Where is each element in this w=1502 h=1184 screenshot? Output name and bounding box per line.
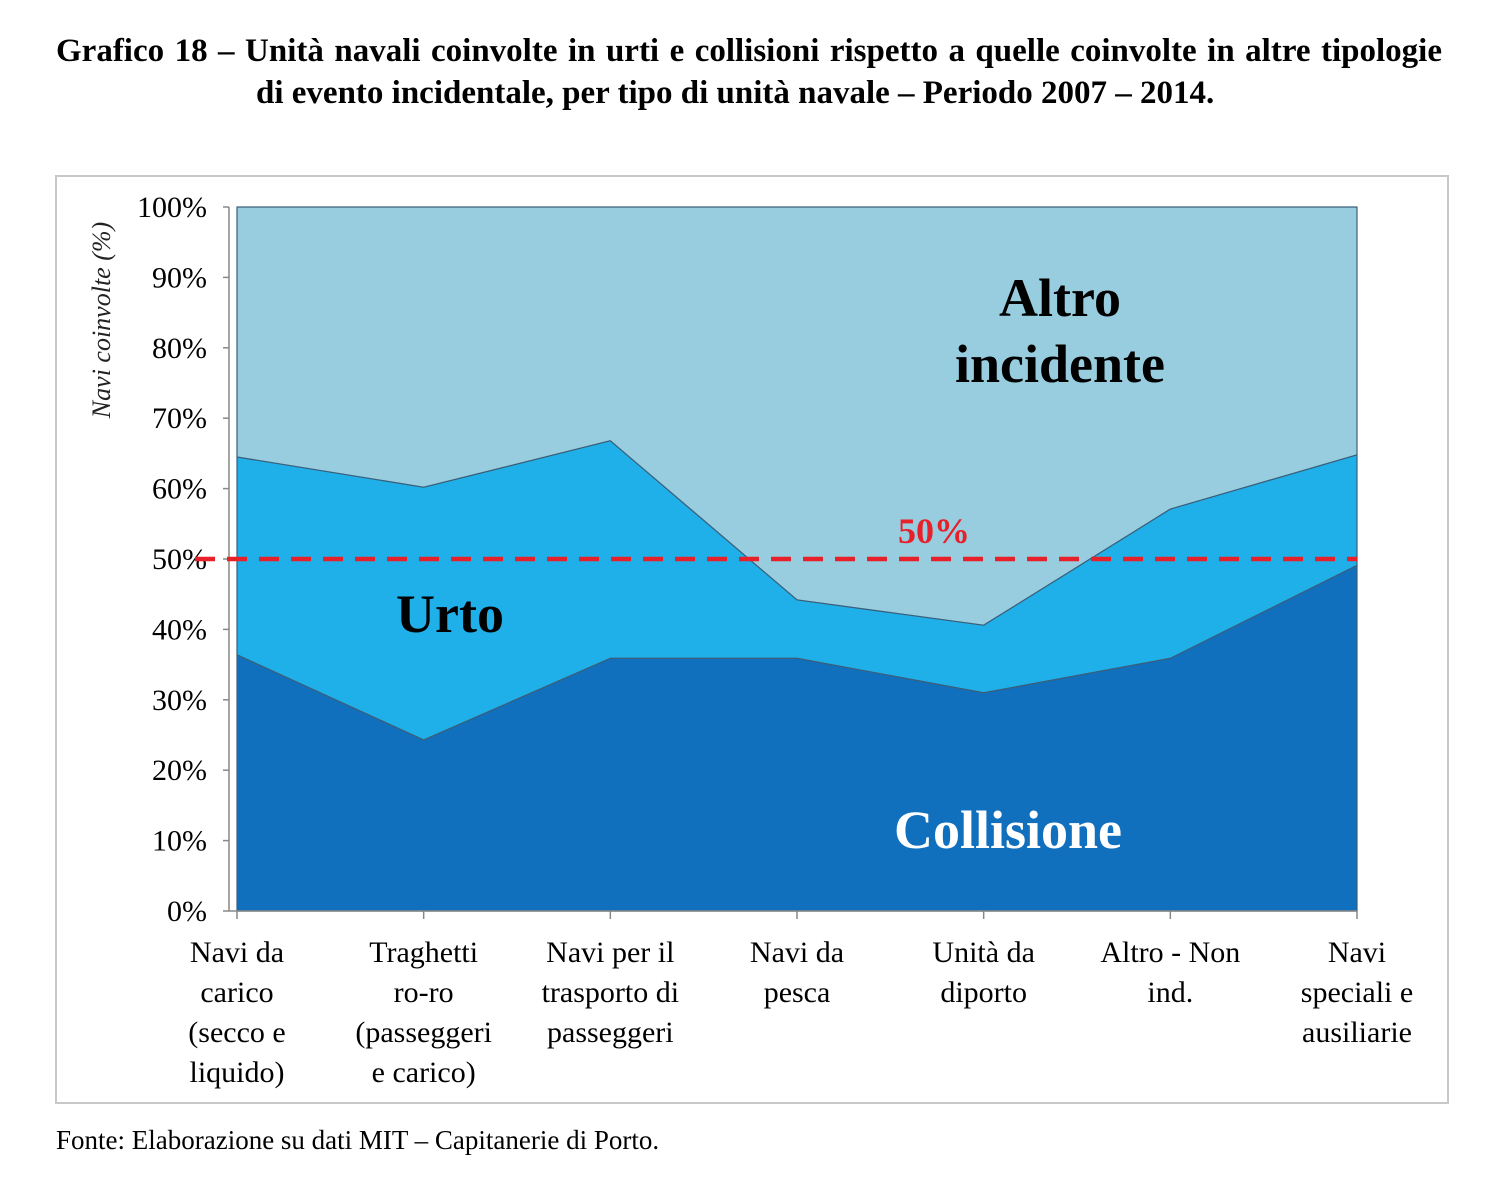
x-tick-label: Traghetti ro-ro (passeggeri e carico): [355, 936, 492, 1089]
x-tick-label-line: (secco e: [188, 1016, 285, 1049]
reference-line-label: 50%: [898, 511, 970, 551]
y-tick-label: 10%: [152, 825, 207, 858]
series-label-urto: Urto: [396, 584, 504, 644]
x-tick-label-line: ro-ro: [394, 976, 454, 1009]
x-tick-label-line: Navi per il: [546, 936, 674, 969]
x-tick-label-line: passeggeri: [547, 1016, 674, 1049]
area-altro-incidente: [236, 206, 1358, 626]
x-tick-label-line: diporto: [940, 976, 1027, 1009]
x-tick-label-line: Traghetti: [369, 936, 478, 969]
x-tick-label: Navi da carico (secco e liquido): [188, 936, 285, 1089]
chart-title-text: Grafico 18 – Unità navali coinvolte in u…: [56, 33, 1442, 111]
x-tick-label: Altro - Non ind.: [1100, 936, 1240, 1009]
x-tick-label-line: carico: [200, 976, 273, 1009]
x-tick-label-line: Navi da: [750, 936, 844, 969]
series-label-collisione: Collisione: [894, 800, 1122, 860]
y-tick-label: 100%: [137, 191, 207, 224]
y-tick-label: 0%: [167, 895, 207, 928]
x-tick-label-line: (passeggeri: [355, 1016, 492, 1049]
series-label-altro-incidente: Altro: [999, 268, 1121, 328]
y-tick-label: 30%: [152, 684, 207, 717]
x-tick-label-line: Altro - Non: [1100, 936, 1240, 969]
x-tick-label-line: Unità da: [932, 936, 1034, 969]
x-tick-label-line: liquido): [190, 1056, 285, 1089]
x-tick-label: Navi da pesca: [750, 936, 844, 1009]
y-axis-label: Navi coinvolte (%): [87, 222, 116, 419]
y-tick-label: 20%: [152, 754, 207, 787]
x-tick-label-line: pesca: [764, 976, 831, 1009]
x-tick-label: Navi per il trasporto di passeggeri: [542, 936, 679, 1049]
x-tick-label-line: e carico): [372, 1056, 476, 1089]
chart-title: Grafico 18 – Unità navali coinvolte in u…: [56, 30, 1442, 114]
y-tick-label: 70%: [152, 402, 207, 435]
x-tick-label: Unità da diporto: [932, 936, 1034, 1009]
series-label-altro-incidente: incidente: [955, 334, 1165, 394]
x-tick-label-line: ind.: [1147, 976, 1193, 1009]
x-tick-label-line: speciali e: [1301, 976, 1413, 1009]
y-tick-label: 90%: [152, 261, 207, 294]
y-tick-label: 60%: [152, 473, 207, 506]
x-tick-label: Navi speciali e ausiliarie: [1301, 936, 1413, 1049]
x-tick-label-line: ausiliarie: [1302, 1016, 1412, 1049]
x-tick-label-line: trasporto di: [542, 976, 679, 1009]
y-tick-label: 40%: [152, 613, 207, 646]
source-note: Fonte: Elaborazione su dati MIT – Capita…: [56, 1125, 660, 1155]
x-tick-label-line: Navi da: [190, 936, 284, 969]
x-tick-label-line: Navi: [1328, 936, 1386, 969]
chart-frame: [55, 175, 1449, 1104]
y-tick-label: 80%: [152, 332, 207, 365]
